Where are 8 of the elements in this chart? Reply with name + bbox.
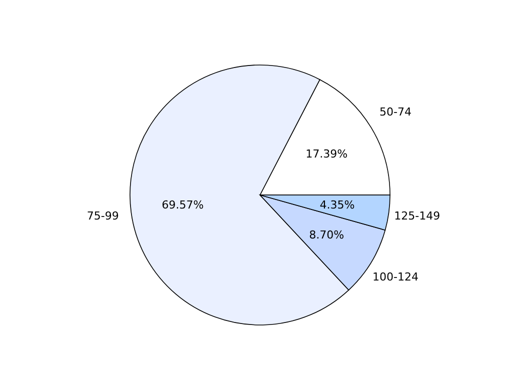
data-label: 8.70% [309, 228, 344, 242]
slice-label: 75-99 [86, 210, 119, 223]
data-label: 69.57% [162, 198, 204, 212]
slice-label: 100-124 [372, 270, 418, 284]
slice-label: 125-149 [394, 210, 440, 223]
data-label: 4.35% [320, 198, 355, 212]
slice-label: 50-74 [380, 106, 412, 119]
data-label: 17.39% [306, 147, 348, 160]
